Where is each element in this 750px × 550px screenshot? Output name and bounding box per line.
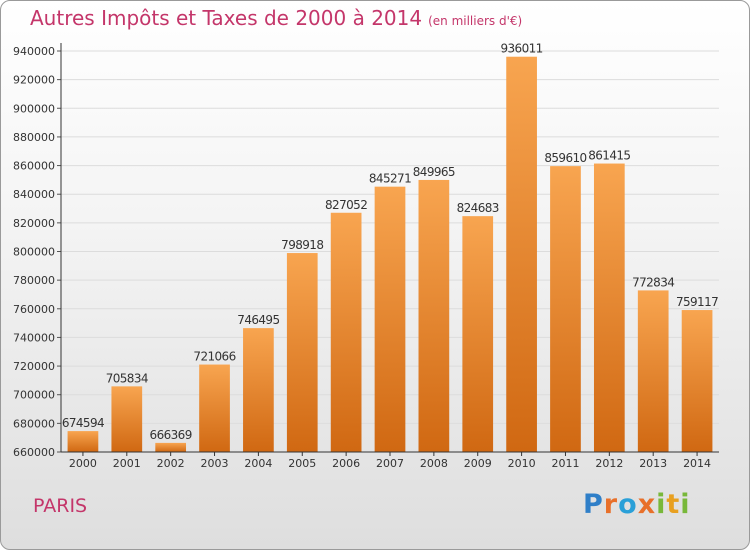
y-tick-label: 880000	[13, 131, 55, 144]
data-label: 674594	[62, 416, 104, 430]
bar	[681, 310, 713, 452]
logo-letter: P	[583, 489, 604, 520]
data-label: 849965	[413, 165, 455, 179]
data-label: 824683	[457, 201, 499, 215]
x-tick-label: 2001	[113, 457, 141, 470]
location-label: PARIS	[33, 495, 88, 517]
logo-letter: o	[618, 489, 638, 520]
bar	[286, 253, 318, 452]
data-label: 845271	[369, 172, 411, 186]
y-tick-label: 800000	[13, 246, 55, 259]
bar	[418, 179, 450, 452]
x-tick-label: 2000	[69, 457, 97, 470]
unit-note: (en milliers d'€)	[428, 14, 523, 28]
bar	[637, 290, 669, 452]
bar	[67, 431, 99, 452]
bar	[155, 442, 187, 452]
data-label: 746495	[237, 313, 279, 327]
x-tick-label: 2005	[288, 457, 316, 470]
chart-title: Autres Impôts et Taxes de 2000 à 2014 (en…	[30, 6, 522, 30]
x-tick-label: 2010	[508, 457, 536, 470]
data-label: 666369	[150, 428, 192, 442]
bar	[506, 56, 537, 452]
bar	[243, 328, 274, 452]
logo-letter: r	[603, 489, 619, 520]
x-tick-label: 2009	[464, 457, 492, 470]
data-label: 859610	[544, 151, 586, 165]
x-tick-label: 2002	[157, 457, 185, 470]
data-label: 861415	[588, 149, 630, 163]
data-label: 827052	[325, 198, 367, 212]
bar	[550, 166, 581, 453]
y-tick-label: 920000	[13, 74, 55, 87]
x-tick-label: 2008	[420, 457, 448, 470]
y-tick-label: 900000	[13, 102, 55, 115]
x-tick-label: 2003	[201, 457, 229, 470]
logo-letter: i	[680, 489, 691, 520]
bar	[330, 212, 362, 452]
y-tick-label: 720000	[13, 360, 55, 373]
x-tick-label: 2004	[244, 457, 272, 470]
y-tick-label: 680000	[13, 417, 55, 430]
y-tick-label: 660000	[13, 446, 55, 459]
y-tick-label: 860000	[13, 160, 55, 173]
logo-letter: i	[656, 489, 667, 520]
logo-letter: t	[666, 489, 681, 520]
x-tick-label: 2007	[376, 457, 404, 470]
chart-title-text: Autres Impôts et Taxes de 2000 à 2014	[30, 6, 423, 30]
bar	[374, 186, 406, 452]
data-label: 721066	[193, 350, 235, 364]
bar	[593, 163, 625, 452]
bar	[462, 216, 494, 452]
bar	[111, 386, 143, 452]
y-tick-label: 760000	[13, 303, 55, 316]
y-tick-label: 820000	[13, 217, 55, 230]
y-tick-label: 740000	[13, 331, 55, 344]
x-tick-label: 2012	[595, 457, 623, 470]
y-tick-label: 940000	[13, 45, 55, 58]
data-label: 772834	[632, 275, 674, 289]
bar	[199, 364, 230, 452]
proxiti-logo: Proxiti	[583, 489, 691, 520]
x-tick-label: 2013	[639, 457, 667, 470]
x-tick-label: 2011	[551, 457, 579, 470]
data-label: 936011	[500, 42, 542, 56]
data-label: 798918	[281, 238, 323, 252]
x-tick-label: 2014	[683, 457, 711, 470]
logo-letter: x	[637, 489, 657, 520]
y-tick-label: 700000	[13, 389, 55, 402]
data-label: 705834	[106, 371, 148, 385]
y-tick-label: 840000	[13, 188, 55, 201]
x-tick-label: 2006	[332, 457, 360, 470]
y-tick-label: 780000	[13, 274, 55, 287]
data-label: 759117	[676, 295, 718, 309]
